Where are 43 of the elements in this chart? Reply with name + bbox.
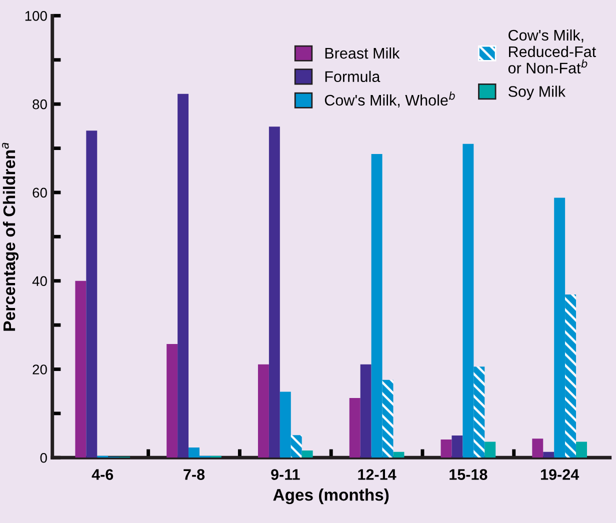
- bar: [360, 364, 372, 458]
- bar: [302, 450, 313, 458]
- x-tick-label: 15-18: [450, 469, 488, 480]
- bar: [371, 154, 382, 458]
- bar: [290, 435, 302, 458]
- bar: [393, 452, 404, 458]
- legend-label: Soy Milk: [508, 86, 566, 100]
- y-tick-label: 80: [32, 99, 47, 110]
- y-tick-label: 100: [25, 11, 47, 21]
- bar: [565, 294, 576, 458]
- legend-label: Cow's Milk, Reduced-Fat or Non-Fat$^{b}$: [508, 29, 596, 74]
- bar: [268, 126, 280, 458]
- y-axis-title: Percentage of Children$^{a}$: [2, 142, 19, 331]
- bar: [75, 280, 86, 458]
- x-tick-label: 7-8: [184, 469, 205, 480]
- legend-label: Breast Milk: [325, 47, 400, 59]
- bar: [462, 144, 474, 458]
- bar: [280, 392, 291, 458]
- legend-label: Formula: [325, 70, 380, 82]
- bar: [349, 398, 360, 458]
- y-tick-label: 60: [32, 188, 47, 198]
- x-tick-label: 19-24: [541, 469, 580, 480]
- bar: [86, 130, 98, 458]
- bar: [484, 442, 496, 458]
- bar: [258, 364, 269, 458]
- x-axis-title: Ages (months): [273, 488, 389, 504]
- y-tick-label: 40: [32, 276, 47, 286]
- bar: [474, 366, 485, 458]
- x-tick-label: 12-14: [358, 469, 396, 480]
- x-tick-label: 4-6: [92, 469, 114, 480]
- x-tick-label: 9-11: [271, 469, 300, 480]
- bar: [543, 452, 554, 458]
- bar: [382, 380, 394, 458]
- y-tick-label: 0: [40, 452, 47, 463]
- legend-label: Cow's Milk, Whole$^{b}$: [324, 92, 455, 108]
- bar: [440, 440, 452, 458]
- bar: [554, 198, 566, 458]
- bar: [576, 442, 587, 458]
- y-tick-label: 20: [32, 364, 47, 374]
- bar: [166, 344, 178, 458]
- bar: [532, 438, 544, 458]
- bar: [452, 436, 463, 458]
- bar: [178, 94, 189, 458]
